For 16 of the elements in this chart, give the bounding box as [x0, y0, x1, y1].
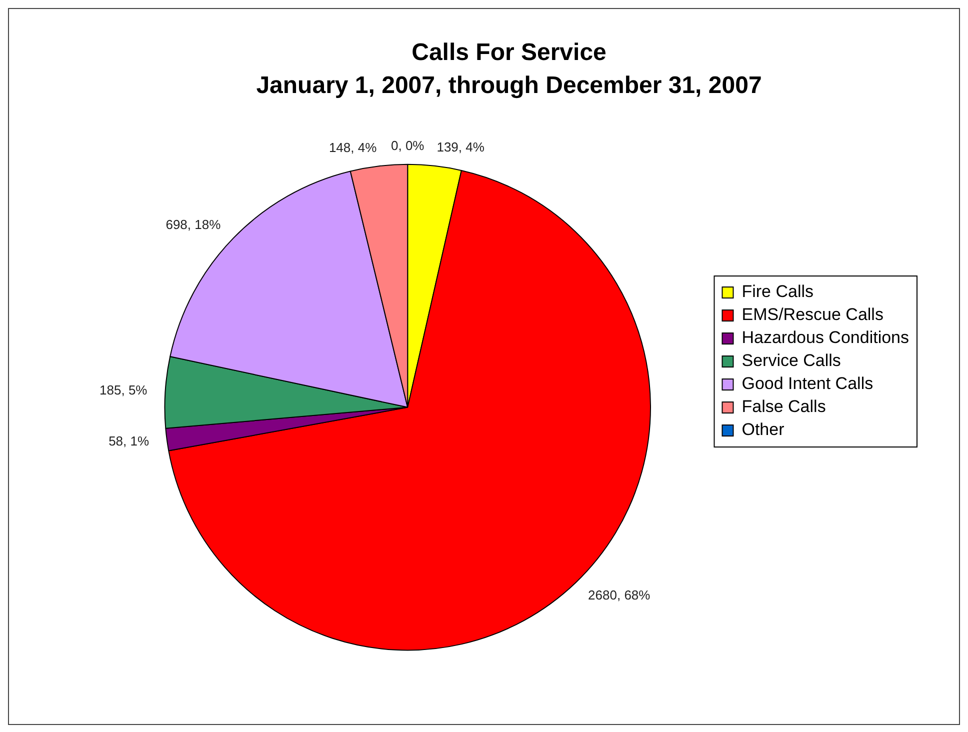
data-label: 148, 4%: [328, 140, 378, 155]
chart-subtitle: January 1, 2007, through December 31, 2007: [256, 72, 762, 99]
legend-label: Good Intent Calls: [742, 374, 874, 394]
legend-label: Hazardous Conditions: [742, 328, 910, 348]
data-label: 139, 4%: [436, 140, 485, 155]
legend-label: Other: [742, 420, 785, 440]
data-label: 185, 5%: [100, 382, 148, 398]
data-label: 698, 18%: [166, 216, 222, 232]
legend-label: EMS/Rescue Calls: [742, 305, 884, 324]
legend-label: Fire Calls: [742, 282, 814, 302]
legend-label: False Calls: [742, 397, 826, 416]
legend-label: Service Calls: [742, 351, 841, 370]
data-label: 58, 1%: [108, 434, 150, 449]
text: 0, 0%: [391, 138, 424, 153]
data-label: 2680, 68%: [588, 587, 651, 602]
chart-title: Calls For Service: [412, 39, 606, 66]
